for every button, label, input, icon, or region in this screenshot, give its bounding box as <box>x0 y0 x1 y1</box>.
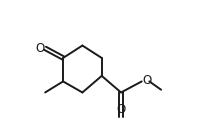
Text: O: O <box>35 42 44 55</box>
Text: O: O <box>116 103 126 116</box>
Text: O: O <box>142 74 152 87</box>
